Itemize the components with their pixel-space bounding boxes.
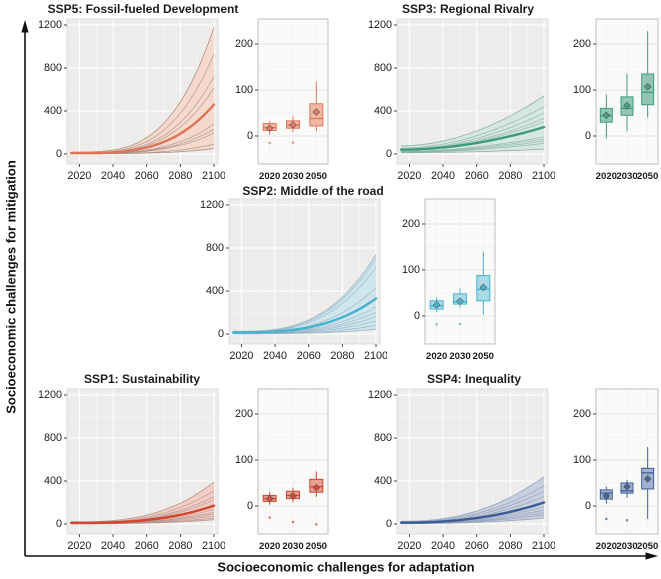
svg-text:0: 0 xyxy=(56,518,62,530)
svg-text:2060: 2060 xyxy=(135,540,159,552)
ssp2-title: SSP2: Middle of the road xyxy=(242,184,384,198)
svg-text:200: 200 xyxy=(402,218,420,230)
right-arrow-icon xyxy=(645,552,658,560)
svg-text:2020: 2020 xyxy=(67,170,91,182)
svg-text:2020: 2020 xyxy=(596,171,617,182)
svg-text:2030: 2030 xyxy=(282,541,303,552)
svg-text:2040: 2040 xyxy=(263,350,287,362)
ssp3-box-chart: 0 100 200 2020 2030 2050 xyxy=(563,18,661,191)
svg-text:2040: 2040 xyxy=(101,170,125,182)
svg-text:2060: 2060 xyxy=(465,170,489,182)
svg-text:400: 400 xyxy=(374,475,392,487)
ssp2-box-chart: 0 100 200 2020 2030 2050 xyxy=(392,198,501,371)
svg-text:2100: 2100 xyxy=(202,170,225,182)
svg-text:2020: 2020 xyxy=(397,170,421,182)
ssp5-line-chart: 0 400 800 1200 2020 2040 2060 2080 2100 xyxy=(30,18,226,191)
svg-text:200: 200 xyxy=(573,38,591,50)
svg-text:1200: 1200 xyxy=(38,389,62,401)
svg-text:100: 100 xyxy=(573,454,591,466)
svg-text:0: 0 xyxy=(218,328,224,340)
svg-text:2030: 2030 xyxy=(616,541,637,552)
svg-text:200: 200 xyxy=(235,38,253,50)
svg-text:0: 0 xyxy=(56,148,62,160)
svg-text:2100: 2100 xyxy=(364,350,387,362)
svg-text:2100: 2100 xyxy=(532,540,555,552)
svg-text:800: 800 xyxy=(206,242,224,254)
svg-text:200: 200 xyxy=(235,408,253,420)
svg-text:2100: 2100 xyxy=(532,170,555,182)
svg-text:200: 200 xyxy=(573,408,591,420)
svg-text:400: 400 xyxy=(44,475,62,487)
svg-text:100: 100 xyxy=(573,84,591,96)
svg-text:2050: 2050 xyxy=(306,171,327,182)
svg-text:2080: 2080 xyxy=(168,170,192,182)
ssp5-title: SSP5: Fossil-fueled Development xyxy=(47,2,239,16)
svg-text:400: 400 xyxy=(206,285,224,297)
x-axis-label: Socioeconomic challenges for adaptation xyxy=(217,559,475,575)
svg-text:400: 400 xyxy=(44,105,62,117)
svg-text:2100: 2100 xyxy=(202,540,225,552)
svg-text:2040: 2040 xyxy=(431,540,455,552)
svg-text:2040: 2040 xyxy=(431,170,455,182)
svg-text:2050: 2050 xyxy=(473,351,494,362)
svg-text:0: 0 xyxy=(585,500,591,512)
svg-text:2080: 2080 xyxy=(168,540,192,552)
ssp3-title: SSP3: Regional Rivalry xyxy=(401,2,535,16)
svg-text:800: 800 xyxy=(374,432,392,444)
svg-text:100: 100 xyxy=(235,454,253,466)
svg-text:1200: 1200 xyxy=(38,19,62,31)
svg-text:100: 100 xyxy=(402,264,420,276)
svg-text:2020: 2020 xyxy=(596,541,617,552)
svg-text:2050: 2050 xyxy=(637,541,658,552)
svg-text:0: 0 xyxy=(247,130,253,142)
svg-text:2020: 2020 xyxy=(426,351,447,362)
svg-text:0: 0 xyxy=(585,130,591,142)
svg-text:800: 800 xyxy=(44,432,62,444)
svg-text:800: 800 xyxy=(374,62,392,74)
svg-text:2040: 2040 xyxy=(101,540,125,552)
svg-text:2020: 2020 xyxy=(259,541,280,552)
svg-text:2020: 2020 xyxy=(67,540,91,552)
svg-text:1200: 1200 xyxy=(200,199,224,211)
svg-text:2060: 2060 xyxy=(465,540,489,552)
ssp5-box-chart: 0 100 200 2020 2030 2050 xyxy=(225,18,334,191)
svg-text:100: 100 xyxy=(235,84,253,96)
ssp1-title: SSP1: Sustainability xyxy=(83,372,201,386)
svg-text:2020: 2020 xyxy=(229,350,253,362)
svg-text:2060: 2060 xyxy=(297,350,321,362)
ssp1-box-chart: 0 100 200 2020 2030 2050 xyxy=(225,388,334,561)
svg-text:0: 0 xyxy=(386,518,392,530)
svg-text:2020: 2020 xyxy=(259,171,280,182)
svg-text:2050: 2050 xyxy=(637,171,658,182)
svg-text:0: 0 xyxy=(386,148,392,160)
svg-text:0: 0 xyxy=(247,500,253,512)
ssp4-line-chart: 0 400 800 1200 2020 2040 2060 2080 2100 xyxy=(360,388,556,561)
svg-text:400: 400 xyxy=(374,105,392,117)
y-axis-label: Socioeconomic challenges for mitigation xyxy=(3,160,19,414)
up-arrow-icon xyxy=(21,20,29,33)
svg-text:1200: 1200 xyxy=(368,19,392,31)
ssp1-line-chart: 0 400 800 1200 2020 2040 2060 2080 2100 xyxy=(30,388,226,561)
svg-text:2050: 2050 xyxy=(306,541,327,552)
svg-text:2080: 2080 xyxy=(498,170,522,182)
svg-text:2080: 2080 xyxy=(330,350,354,362)
ssp4-box-chart: 0 100 200 2020 2030 2050 xyxy=(563,388,661,561)
svg-text:0: 0 xyxy=(414,310,420,322)
ssp4-title: SSP4: Inequality xyxy=(426,372,522,386)
svg-text:2030: 2030 xyxy=(282,171,303,182)
ssp3-line-chart: 0 400 800 1200 2020 2040 2060 2080 2100 xyxy=(360,18,556,191)
svg-text:2060: 2060 xyxy=(135,170,159,182)
svg-text:2030: 2030 xyxy=(616,171,637,182)
ssp2-line-chart: 0 400 800 1200 2020 2040 2060 2080 2100 xyxy=(192,198,388,371)
svg-text:2080: 2080 xyxy=(498,540,522,552)
svg-text:800: 800 xyxy=(44,62,62,74)
svg-text:2020: 2020 xyxy=(397,540,421,552)
svg-text:2030: 2030 xyxy=(449,351,470,362)
svg-text:1200: 1200 xyxy=(368,389,392,401)
